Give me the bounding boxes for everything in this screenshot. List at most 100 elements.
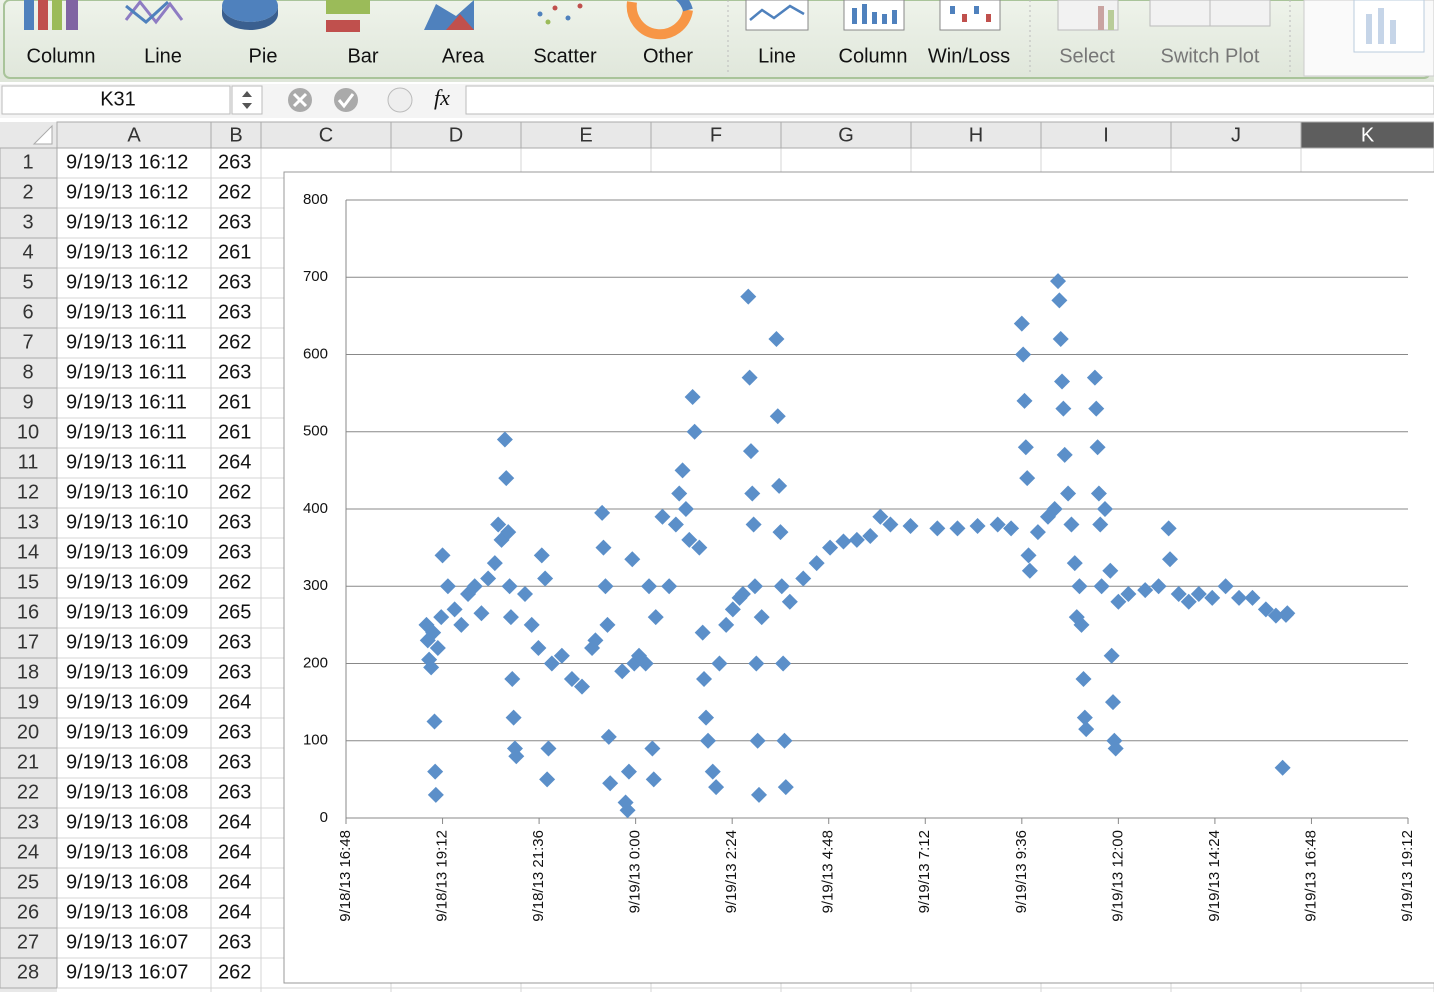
data-point xyxy=(1003,520,1020,537)
data-point xyxy=(619,802,636,819)
column-header-label: I xyxy=(1103,124,1109,146)
data-point xyxy=(694,624,711,641)
row-number: 14 xyxy=(17,541,39,563)
row-number: 26 xyxy=(17,901,39,923)
data-point xyxy=(772,524,789,541)
row-header[interactable] xyxy=(0,597,58,629)
row-header[interactable] xyxy=(0,837,58,869)
row-header[interactable] xyxy=(0,897,58,929)
data-point xyxy=(1161,551,1178,568)
row-header[interactable] xyxy=(0,297,58,329)
row-header[interactable] xyxy=(0,777,58,809)
column-header[interactable] xyxy=(520,121,652,149)
column-header-label: E xyxy=(579,124,592,146)
x-tick-label: 9/19/13 7:12 xyxy=(916,830,933,913)
data-point xyxy=(1076,709,1093,726)
row-header[interactable] xyxy=(0,627,58,659)
data-point xyxy=(429,640,446,657)
cell-value: 263 xyxy=(218,721,251,743)
data-point xyxy=(1257,601,1274,618)
name-box[interactable] xyxy=(1,85,231,115)
data-point xyxy=(776,732,793,749)
data-point xyxy=(434,547,451,564)
row-header[interactable] xyxy=(0,327,58,359)
data-point xyxy=(862,528,879,545)
data-point xyxy=(1078,721,1095,738)
ribbon-button-label[interactable]: Select xyxy=(1059,45,1115,67)
column-header[interactable] xyxy=(390,121,522,149)
data-point xyxy=(543,655,560,672)
row-header[interactable] xyxy=(0,957,58,989)
ribbon-button-label[interactable]: Line xyxy=(758,45,796,67)
row-header[interactable] xyxy=(0,387,58,419)
row-header[interactable] xyxy=(0,357,58,389)
ribbon-button-label[interactable]: Area xyxy=(442,45,485,67)
data-point xyxy=(1055,400,1072,417)
formula-input[interactable] xyxy=(465,85,1434,115)
row-header[interactable] xyxy=(0,477,58,509)
data-point xyxy=(848,531,865,548)
data-point xyxy=(808,555,825,572)
column-header[interactable] xyxy=(650,121,782,149)
ribbon-button-label[interactable]: Line xyxy=(144,45,182,67)
cell-date: 9/19/13 16:10 xyxy=(66,481,188,503)
ribbon-button-label[interactable]: Column xyxy=(27,45,96,67)
ribbon-button-label[interactable]: Bar xyxy=(347,45,378,67)
cell-date: 9/19/13 16:11 xyxy=(66,421,187,443)
y-tick-label: 700 xyxy=(303,268,328,285)
ribbon-button-label[interactable]: Win/Loss xyxy=(928,45,1010,67)
row-number: 12 xyxy=(17,481,39,503)
chart-area[interactable] xyxy=(283,171,1434,984)
column-header[interactable] xyxy=(1170,121,1302,149)
column-header[interactable] xyxy=(780,121,912,149)
ribbon-button-label[interactable]: Other xyxy=(643,45,693,67)
row-header[interactable] xyxy=(0,207,58,239)
data-point xyxy=(691,539,708,556)
column-header[interactable] xyxy=(210,121,262,149)
cell-date: 9/19/13 16:12 xyxy=(66,241,188,263)
row-header[interactable] xyxy=(0,657,58,689)
x-tick-label: 9/19/13 14:24 xyxy=(1206,830,1223,922)
row-header[interactable] xyxy=(0,507,58,539)
data-point xyxy=(777,779,794,796)
row-header[interactable] xyxy=(0,807,58,839)
data-point xyxy=(1092,516,1109,533)
row-header[interactable] xyxy=(0,147,58,179)
ribbon-button-label[interactable]: Scatter xyxy=(533,45,597,67)
column-header[interactable] xyxy=(1300,121,1434,149)
y-tick-label: 600 xyxy=(303,345,328,362)
name-box-dropdown[interactable] xyxy=(231,85,263,115)
column-header[interactable] xyxy=(260,121,392,149)
cell-value: 263 xyxy=(218,931,251,953)
circle-button[interactable] xyxy=(387,87,413,113)
data-point xyxy=(734,585,751,602)
row-header[interactable] xyxy=(0,867,58,899)
dropdown-arrows xyxy=(242,91,252,109)
column-header[interactable] xyxy=(910,121,1042,149)
cell-date: 9/19/13 16:12 xyxy=(66,211,188,233)
row-header[interactable] xyxy=(0,267,58,299)
ribbon-button-label[interactable]: Switch Plot xyxy=(1161,45,1260,67)
data-point xyxy=(775,655,792,672)
row-header[interactable] xyxy=(0,177,58,209)
data-point xyxy=(902,517,919,534)
row-number: 9 xyxy=(22,391,33,413)
ribbon-button-label[interactable]: Column xyxy=(839,45,908,67)
cell-date: 9/19/13 16:08 xyxy=(66,751,188,773)
data-point xyxy=(711,655,728,672)
row-number: 1 xyxy=(22,151,33,173)
fx-button[interactable]: fx xyxy=(434,85,450,110)
data-point xyxy=(1050,273,1067,290)
row-header[interactable] xyxy=(0,537,58,569)
ribbon-button-label[interactable]: Pie xyxy=(249,45,278,67)
row-header[interactable] xyxy=(0,717,58,749)
select-all[interactable] xyxy=(32,124,53,145)
cell-date: 9/19/13 16:08 xyxy=(66,811,188,833)
enter-button[interactable] xyxy=(334,88,358,112)
row-header[interactable] xyxy=(0,687,58,719)
row-number: 22 xyxy=(17,781,39,803)
row-header[interactable] xyxy=(0,237,58,269)
column-header[interactable] xyxy=(56,121,212,149)
column-header[interactable] xyxy=(1040,121,1172,149)
row-header[interactable] xyxy=(0,417,58,449)
